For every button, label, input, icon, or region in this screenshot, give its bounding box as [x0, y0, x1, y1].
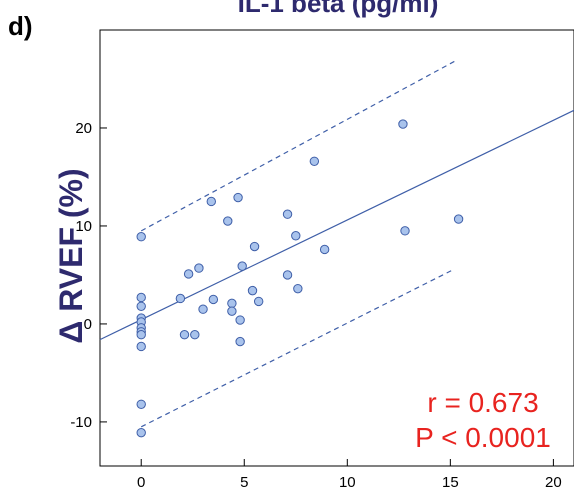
data-point [398, 119, 408, 129]
data-point [400, 226, 410, 236]
y-tick-label: 20 [75, 120, 92, 137]
data-point [179, 330, 190, 340]
confidence-band [140, 60, 455, 428]
y-axis-label: Δ RVEF (%) [53, 168, 89, 343]
x-tick-label: 0 [137, 474, 145, 491]
data-point [183, 269, 194, 279]
data-point [235, 315, 245, 325]
confidence-band-upper [140, 60, 455, 232]
x-tick-label: 15 [442, 474, 459, 491]
panel-label: d) [8, 11, 33, 41]
data-point [453, 214, 464, 224]
data-point [198, 304, 208, 314]
data-points [136, 119, 464, 438]
data-point [233, 192, 243, 203]
x-tick-label: 5 [240, 474, 248, 491]
x-tick-label: 10 [339, 474, 356, 491]
x-axis-ticks: 0 5 10 15 20 [137, 459, 562, 491]
data-point [247, 285, 258, 296]
data-point [136, 427, 146, 438]
correlation-coefficient-label: r = 0.673 [427, 387, 538, 418]
data-point [208, 294, 219, 305]
data-point [223, 216, 233, 226]
data-point [282, 270, 293, 280]
y-tick-label: 0 [84, 316, 92, 333]
data-point [194, 263, 204, 273]
p-value-label: P < 0.0001 [415, 422, 551, 453]
plot-frame [99, 29, 574, 467]
data-point [227, 306, 237, 316]
data-point [190, 330, 200, 340]
data-point [237, 261, 247, 271]
data-point [293, 283, 303, 294]
data-point [175, 293, 186, 304]
chart-title: IL-1 beta (pg/ml) [238, 0, 439, 18]
regression-line [99, 109, 574, 341]
data-point [319, 244, 330, 255]
y-tick-label: -10 [70, 414, 92, 431]
data-point [249, 241, 260, 252]
regression-line-group [99, 109, 574, 341]
confidence-band-lower [140, 268, 455, 428]
data-point [309, 156, 320, 166]
y-tick-label: 10 [75, 218, 92, 235]
data-point [282, 209, 293, 219]
data-point [136, 292, 146, 303]
data-point [136, 330, 146, 340]
x-tick-label: 20 [545, 474, 562, 491]
data-point [235, 336, 245, 347]
data-point [136, 301, 146, 311]
data-point [136, 399, 146, 409]
data-point [227, 298, 237, 309]
data-point [253, 296, 264, 307]
y-axis-ticks: -10 0 10 20 [70, 120, 107, 431]
data-point [136, 341, 146, 352]
data-point [291, 231, 301, 241]
data-point [136, 232, 146, 242]
data-point [206, 196, 216, 207]
